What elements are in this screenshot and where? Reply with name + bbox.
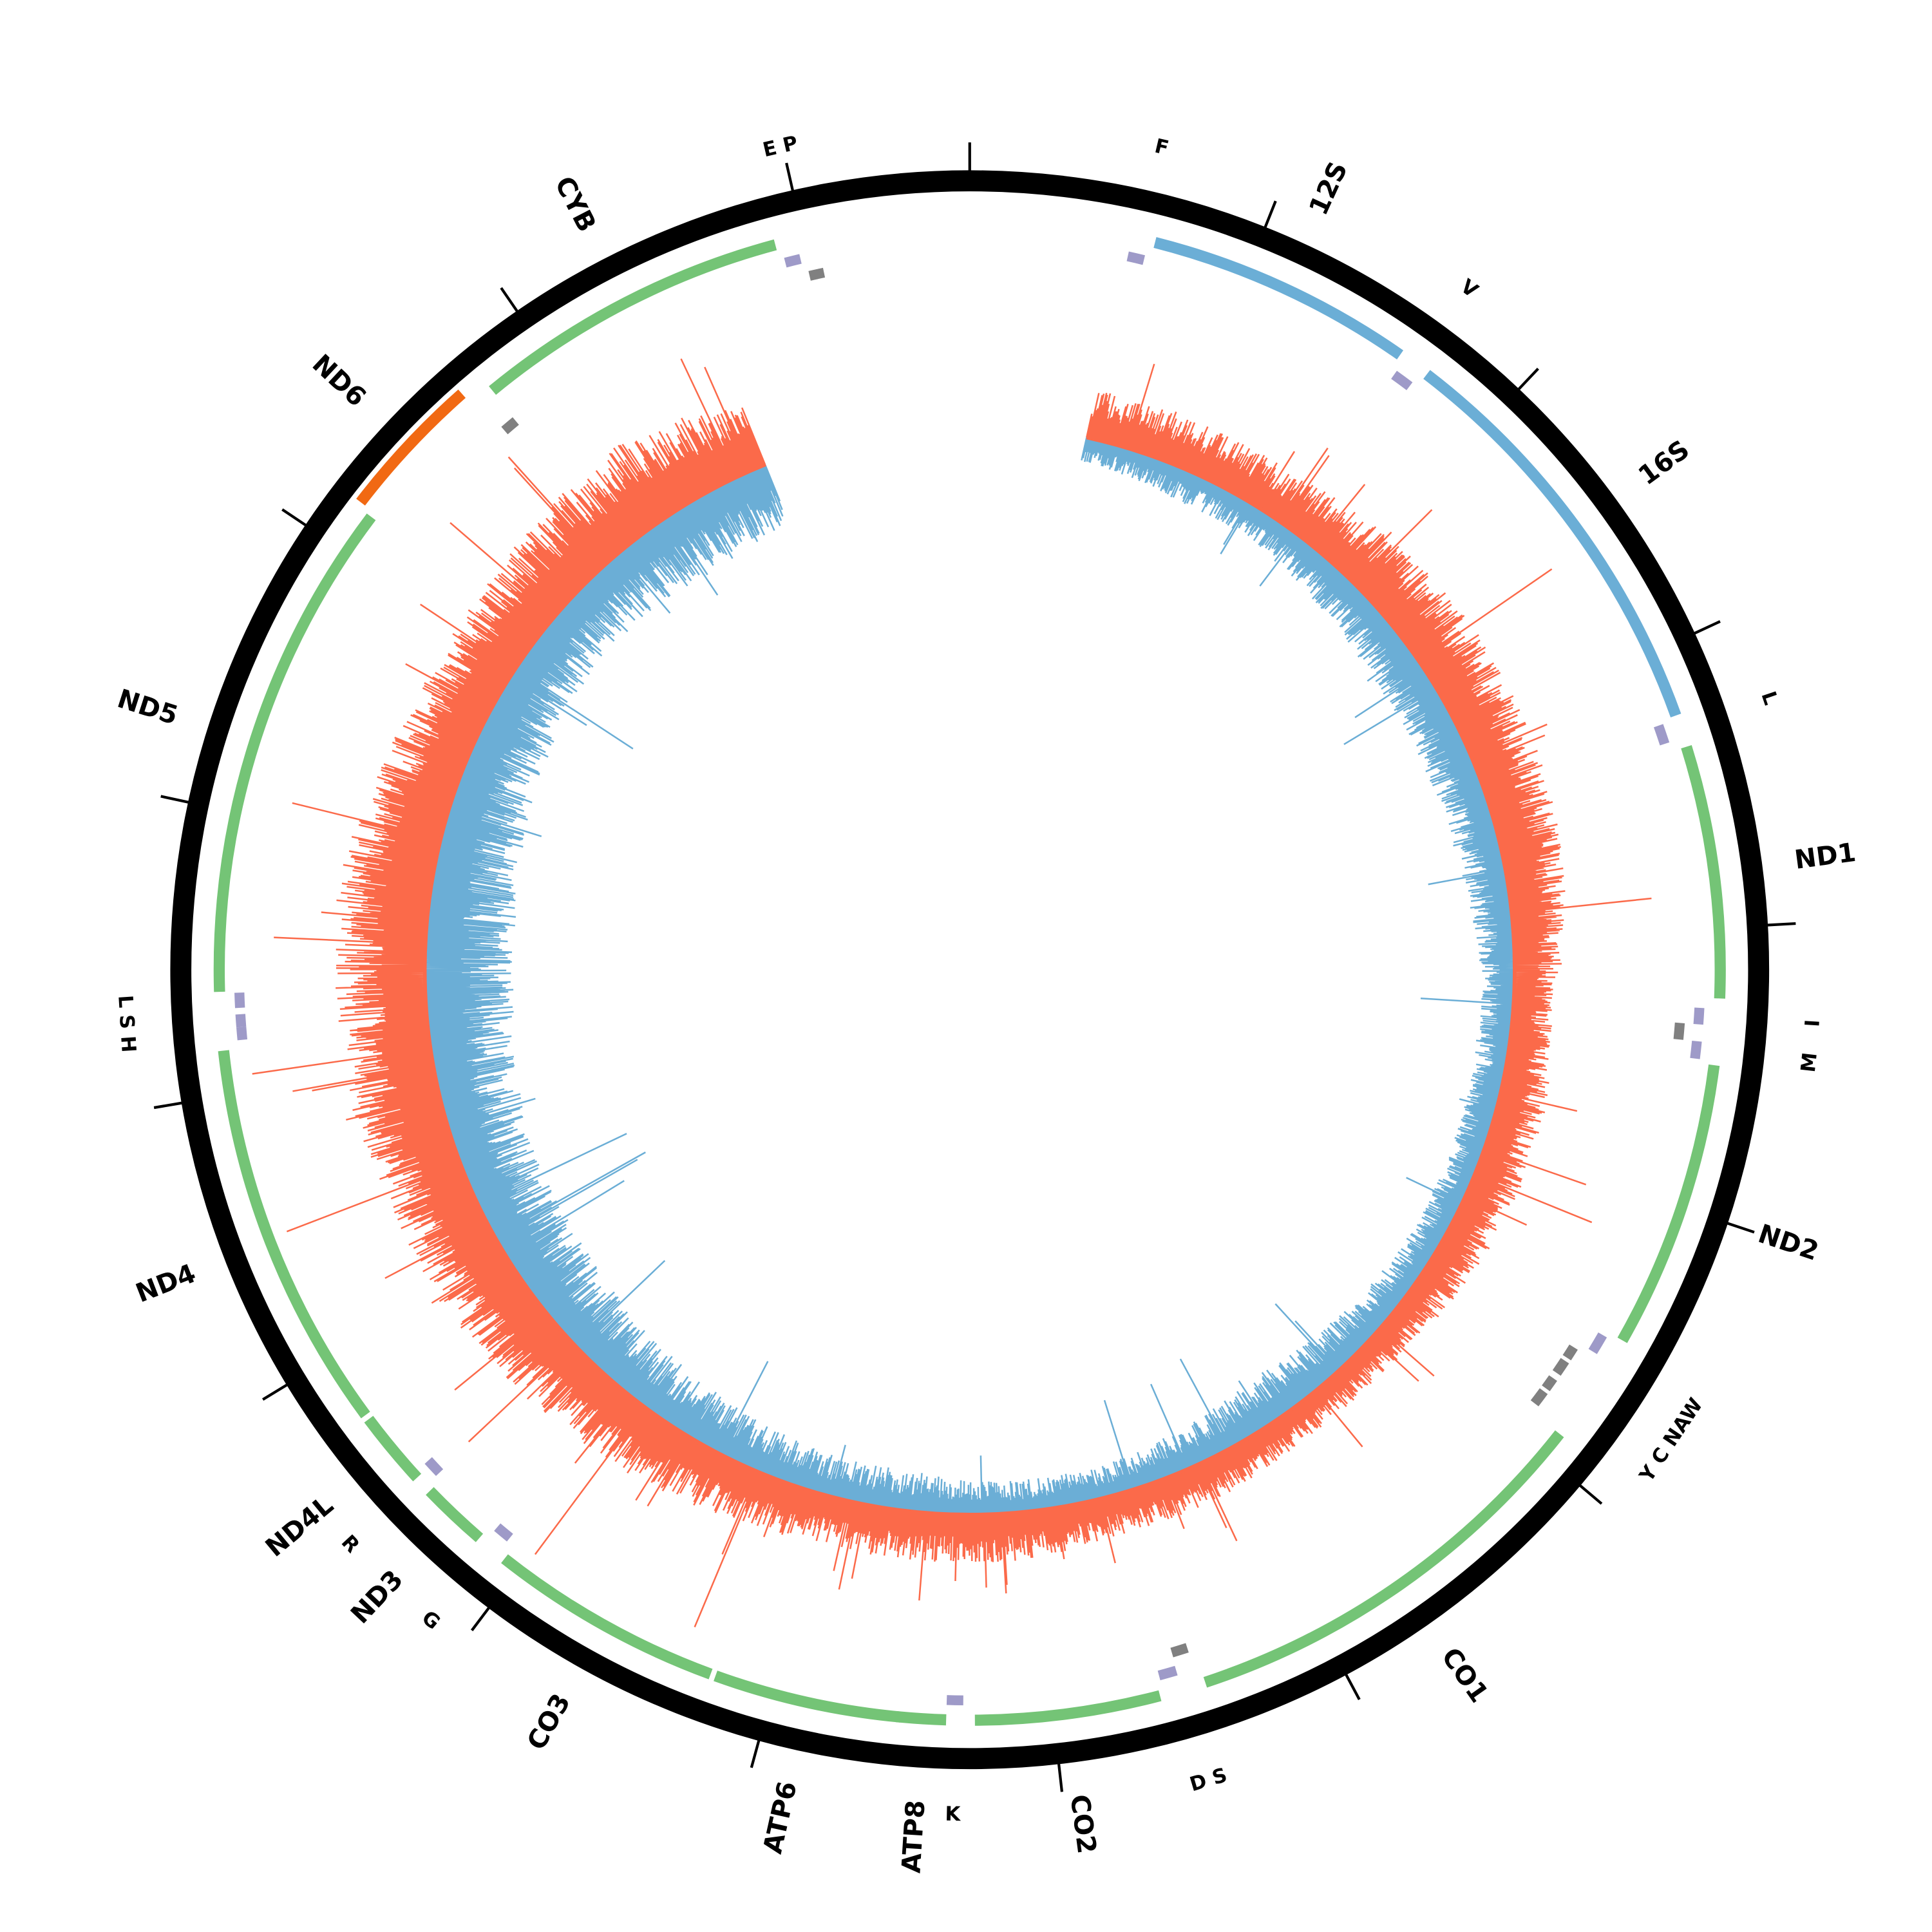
feature-trna-W — [1588, 1332, 1607, 1354]
position-tick — [160, 795, 189, 804]
feature-gene-CO2 — [974, 1690, 1162, 1726]
gene-label: 16S — [1633, 434, 1695, 491]
trna-label: R — [337, 1531, 365, 1558]
feature-trna-Y — [1530, 1388, 1548, 1406]
gene-label: 12S — [1303, 157, 1354, 220]
feature-trna-A — [1562, 1344, 1578, 1361]
trna-label: I — [1801, 1019, 1824, 1028]
feature-track — [213, 237, 1726, 1726]
feature-trna-M — [1690, 1041, 1702, 1059]
feature-rrna-12S — [1153, 237, 1404, 360]
feature-trna-G — [494, 1523, 513, 1542]
feature-gene-ND5 — [213, 513, 376, 992]
feature-trna-Q — [1673, 1022, 1685, 1040]
position-tick — [153, 1101, 183, 1110]
feature-gene-CO3 — [501, 1554, 713, 1680]
trna-label: L S H — [113, 994, 140, 1053]
coverage-outer-series — [252, 358, 1652, 1628]
position-tick — [785, 162, 795, 191]
trna-label: E P — [761, 131, 800, 162]
coverage-track — [252, 358, 1652, 1628]
position-tick — [1517, 367, 1539, 390]
gene-label: CO2 — [1064, 1793, 1102, 1855]
position-tick — [1767, 922, 1796, 927]
position-tick — [1693, 620, 1721, 635]
feature-gene-ND1 — [1681, 745, 1726, 999]
feature-trna-H — [236, 1027, 248, 1041]
position-tick — [262, 1383, 289, 1401]
feature-trna-E — [501, 417, 519, 435]
feature-trna-C — [1542, 1375, 1557, 1392]
position-tick — [470, 1607, 490, 1631]
feature-gene-ATP8 — [895, 1710, 947, 1726]
gene-label: ATP6 — [757, 1779, 803, 1857]
gene-label: ND4 — [131, 1258, 200, 1309]
feature-trna-D — [1157, 1665, 1178, 1681]
feature-trna-L — [1653, 724, 1670, 746]
feature-trna-N — [1552, 1358, 1569, 1376]
feature-trna-P — [808, 267, 826, 281]
gene-label: ND4L — [260, 1490, 339, 1563]
feature-gene-ATP6 — [714, 1671, 902, 1723]
trna-label: F — [1153, 135, 1171, 160]
trna-label: K — [945, 1803, 961, 1826]
gene-label: CO3 — [521, 1689, 576, 1755]
feature-trna-T — [784, 254, 802, 268]
feature-gene-ND4L — [364, 1416, 422, 1482]
trna-label: G — [417, 1606, 444, 1634]
trna-label: D S — [1187, 1763, 1229, 1796]
feature-gene-ND4 — [218, 1050, 370, 1419]
feature-gene-ND6 — [356, 389, 466, 506]
feature-trna-I — [1693, 1007, 1705, 1025]
position-tick — [1727, 1222, 1755, 1234]
feature-trna-S — [235, 1014, 247, 1028]
feature-gene-ND3 — [426, 1487, 484, 1542]
feature-trna-R — [424, 1457, 444, 1476]
gene-label: ND2 — [1754, 1218, 1822, 1267]
position-tick — [1578, 1484, 1603, 1505]
feature-gene-CYB — [489, 239, 777, 395]
position-ticks — [153, 142, 1796, 1792]
feature-trna-V — [1391, 370, 1413, 390]
position-tick — [1264, 200, 1277, 229]
feature-gene-CO1 — [1203, 1430, 1564, 1688]
position-tick — [281, 508, 307, 527]
coverage-inner-series — [424, 437, 1515, 1515]
gene-label: ND5 — [114, 683, 182, 731]
coverage-baseline — [422, 435, 1517, 1517]
trna-label: L — [1756, 688, 1782, 708]
position-tick — [750, 1739, 761, 1768]
gene-label: CO1 — [1435, 1642, 1494, 1708]
gene-label: ND1 — [1793, 837, 1858, 875]
trna-label: V — [1456, 275, 1482, 303]
feature-trna-K — [946, 1695, 963, 1706]
position-tick — [500, 287, 518, 312]
feature-gene-ND2 — [1617, 1064, 1720, 1343]
trna-label: M — [1797, 1052, 1822, 1074]
gene-label: ND3 — [345, 1564, 410, 1630]
feature-rrna-16S — [1423, 370, 1681, 717]
feature-trna-F — [1126, 251, 1146, 265]
position-tick — [1057, 1763, 1064, 1792]
genome-ring — [170, 170, 1770, 1770]
trna-label: Y C NAW — [1634, 1394, 1707, 1487]
position-tick — [1345, 1673, 1361, 1700]
feature-trna-S — [1170, 1643, 1189, 1658]
gene-label: ND6 — [307, 348, 372, 412]
gene-label: CYB — [549, 171, 602, 236]
gene-label: ATP8 — [896, 1799, 931, 1874]
